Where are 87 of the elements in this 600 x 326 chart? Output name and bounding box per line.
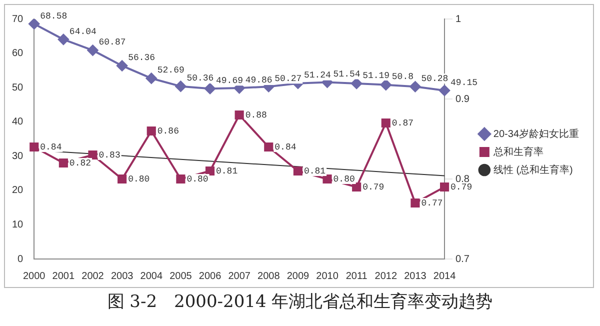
point (410, 81, 421, 92)
data-label: 0.83 (98, 150, 120, 160)
point (118, 174, 127, 184)
data-label: 50.27 (274, 74, 302, 84)
x-tick-label: 2004 (140, 270, 163, 282)
legend-label: 总和生育率 (492, 146, 544, 158)
data-label: 0.80 (333, 174, 355, 184)
x-tick-label: 2012 (374, 270, 398, 282)
data-label: 51.54 (333, 70, 360, 80)
point (322, 174, 332, 184)
x-tick-label: 2002 (82, 270, 104, 282)
x-tick-label: 2008 (258, 270, 280, 282)
point (352, 182, 362, 192)
point (205, 166, 215, 176)
x-tick-label: 2003 (110, 270, 134, 282)
legend-label: 20-34岁龄妇女比重 (493, 128, 579, 140)
x-tick-label: 2001 (52, 270, 75, 282)
y-tick-label: 70 (12, 14, 24, 25)
x-tick-label: 2009 (286, 270, 310, 282)
y-tick-label: 0 (18, 254, 24, 265)
data-label: 0.80 (186, 174, 208, 184)
x-tick-label: 2010 (316, 270, 339, 282)
point (176, 174, 186, 184)
y-tick-label: 50 (12, 82, 24, 94)
data-label: 51.24 (304, 70, 331, 81)
point (439, 84, 450, 96)
x-tick-label: 2007 (228, 270, 251, 282)
x-tick-label: 2014 (433, 270, 456, 282)
point (30, 142, 39, 152)
data-label: 0.84 (274, 142, 296, 152)
point (28, 19, 40, 30)
point (116, 60, 128, 72)
data-label: 0.82 (69, 158, 92, 168)
y-tick-label: 40 (12, 116, 24, 128)
y2-tick-label: 1 (456, 14, 462, 25)
data-label: 50.8 (392, 72, 414, 82)
data-label: 52.69 (157, 66, 184, 76)
data-label: 0.80 (128, 174, 150, 184)
point (264, 142, 274, 152)
point (234, 110, 244, 120)
data-label: 60.87 (98, 38, 126, 48)
data-label: 68.58 (40, 11, 68, 22)
point (58, 34, 69, 45)
data-label: 0.87 (392, 118, 414, 128)
data-label: 0.81 (304, 166, 326, 176)
point (351, 78, 362, 89)
point (175, 80, 186, 92)
x-tick-label: 2005 (170, 270, 192, 282)
y-tick-label: 60 (12, 48, 24, 60)
y2-tick-label: 0.7 (456, 254, 470, 265)
x-tick-label: 2000 (23, 270, 46, 282)
x-tick-label: 2013 (404, 270, 427, 282)
point (88, 150, 98, 160)
data-label: 0.81 (216, 166, 238, 176)
x-tick-label: 2011 (346, 270, 368, 282)
y2-tick-label: 0.9 (456, 94, 470, 105)
point (146, 72, 157, 84)
data-label: 0.86 (157, 126, 179, 136)
data-label: 50.28 (421, 74, 448, 84)
x-tick-label: 2006 (198, 270, 222, 282)
point (381, 118, 390, 128)
point (146, 126, 156, 136)
y-tick-label: 30 (12, 150, 24, 162)
point (58, 158, 68, 168)
text: 图 3-2 2000-2014 年湖北省总和生育率变动趋势 (106, 291, 494, 313)
data-label: 0.79 (362, 182, 384, 192)
data-label: 49.86 (245, 75, 272, 86)
point (380, 79, 392, 90)
legend-label: 线性 (总和生育率) (493, 164, 573, 176)
data-label: 49.15 (450, 78, 478, 88)
data-label: 0.84 (40, 142, 62, 152)
data-label: 0.79 (450, 182, 472, 192)
point (204, 83, 216, 94)
data-label: 0.88 (245, 110, 267, 120)
y2-tick-label: 0.8 (456, 174, 470, 185)
data-label: 49.69 (216, 76, 244, 86)
data-label: 51.19 (362, 70, 390, 81)
y-tick-label: 20 (12, 185, 24, 196)
data-label: 64.04 (69, 26, 96, 37)
y-tick-label: 10 (12, 219, 24, 230)
data-label: 56.36 (128, 53, 156, 64)
data-label: 0.77 (421, 198, 443, 208)
point (87, 44, 98, 56)
point (410, 198, 420, 208)
data-label: 50.36 (186, 74, 214, 84)
point (293, 166, 302, 176)
point (440, 182, 450, 192)
